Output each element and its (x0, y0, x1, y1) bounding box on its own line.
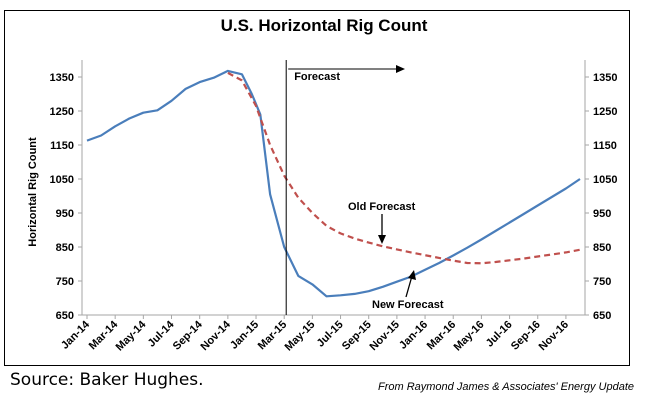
chart-axes (78, 60, 589, 319)
y-tick-label-right: 1050 (593, 174, 617, 186)
x-tick-label: Jan-14 (59, 318, 93, 352)
y-tick-label-right: 1250 (593, 106, 617, 118)
x-tick-label: Nov-15 (368, 319, 402, 353)
y-tick-label-left: 1050 (50, 174, 74, 186)
x-axis-ticks: Jan-14Mar-14May-14Jul-14Sep-14Nov-14Jan-… (59, 318, 571, 353)
forecast-arrow-head (396, 65, 405, 73)
x-tick-label: Nov-16 (537, 319, 571, 353)
old-forecast-arrow-head (378, 235, 386, 244)
x-tick-label: Jan-16 (397, 319, 430, 352)
new-forecast-arrow-head (408, 270, 416, 280)
series-group (86, 69, 581, 298)
y-tick-label-left: 950 (56, 208, 74, 220)
y-tick-label-left: 650 (56, 310, 74, 322)
y-axis-label: Horizontal Rig Count (27, 137, 39, 247)
x-tick-label: May-15 (283, 319, 318, 354)
y-tick-label-left: 850 (56, 242, 74, 254)
x-tick-label: May-16 (452, 319, 487, 354)
x-tick-label: Jan-15 (228, 319, 261, 352)
y-tick-label-right: 650 (593, 310, 611, 322)
x-tick-label: Nov-14 (199, 318, 234, 353)
forecast-label: Forecast (294, 71, 340, 83)
source-note: Source: Baker Hughes. (10, 370, 204, 390)
x-tick-label: Sep-15 (340, 319, 374, 353)
old-forecast-label: Old Forecast (348, 201, 416, 213)
y-tick-label-right: 1350 (593, 72, 617, 84)
new-forecast-label: New Forecast (372, 299, 444, 311)
y-tick-label-right: 950 (593, 208, 611, 220)
annotations: Forecast Old Forecast New Forecast (285, 60, 444, 315)
y-tick-label-left: 1250 (50, 106, 74, 118)
y-axis-left-ticks: 650 750 850 950 1050 1150 1250 1350 (50, 72, 74, 322)
y-axis-right-ticks: 650 750 850 950 1050 1150 1250 1350 (593, 72, 617, 322)
new-forecast-arrow-line (405, 275, 413, 298)
y-tick-label-right: 850 (593, 242, 611, 254)
y-tick-label-left: 1350 (50, 72, 74, 84)
credit-note: From Raymond James & Associates' Energy … (377, 381, 634, 393)
y-tick-label-right: 1150 (593, 140, 617, 152)
y-tick-label-left: 1150 (50, 140, 74, 152)
series-line-new-forecast (86, 69, 581, 298)
x-tick-label: Sep-16 (509, 319, 543, 353)
x-tick-label: May-14 (114, 318, 149, 353)
y-tick-label-right: 750 (593, 276, 611, 288)
y-tick-label-left: 750 (56, 276, 74, 288)
chart-title: U.S. Horizontal Rig Count (220, 16, 428, 35)
